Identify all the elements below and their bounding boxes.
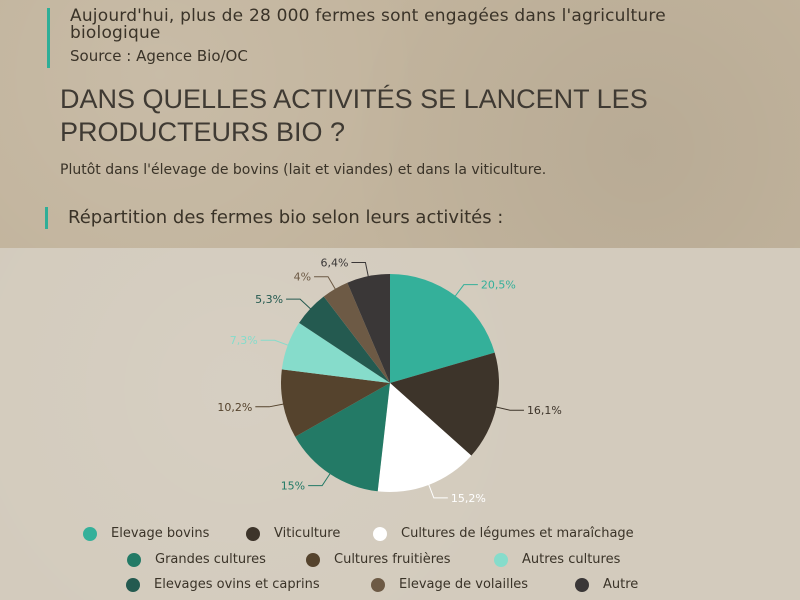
legend-dot-autres-cultures xyxy=(494,552,508,567)
legend-dot-cultures-legumes xyxy=(373,526,387,541)
headline-block: Aujourd'hui, plus de 28 000 fermes sont … xyxy=(47,8,747,68)
leader-line-autres-cultures xyxy=(260,339,290,347)
data-label-elevages-ovins-et-caprins: 5,3% xyxy=(255,293,283,306)
leader-line-cultures-fruitieres xyxy=(255,403,286,408)
legend-row-2: Grandes cultures Cultures fruitières Aut… xyxy=(0,552,800,572)
data-label-autre: 6,4% xyxy=(320,256,348,269)
pie-slice-autre xyxy=(347,274,390,383)
data-label-cultures-de-legumes-et-maraichage: 15,2% xyxy=(451,492,486,505)
legend-dot-cultures-fruitieres xyxy=(306,552,320,567)
leader-line-elevage-bovins xyxy=(453,284,478,298)
legend-dot-elevages-ovins xyxy=(126,577,140,592)
legend-item-autres-cultures: Autres cultures xyxy=(494,552,620,567)
pie-slice-elevage-de-volailles xyxy=(323,282,390,383)
data-label-cultures-fruitieres: 10,2% xyxy=(217,401,252,414)
headline-text: Aujourd'hui, plus de 28 000 fermes sont … xyxy=(70,6,666,43)
pie-slice-cultures-fruitieres xyxy=(281,369,390,437)
legend-item-cultures-legumes: Cultures de légumes et maraîchage xyxy=(373,526,634,541)
legend-label-autre: Autre xyxy=(603,577,639,592)
legend-label-grandes-cultures: Grandes cultures xyxy=(155,552,266,567)
pie-slice-grandes-cultures xyxy=(295,383,390,492)
legend-label-cultures-fruitieres: Cultures fruitières xyxy=(334,552,451,567)
leader-line-elevages-ovins-et-caprins xyxy=(286,298,313,311)
header-background xyxy=(0,0,800,248)
legend-dot-elevage-bovins xyxy=(83,526,97,541)
legend-label-elevages-ovins: Elevages ovins et caprins xyxy=(154,577,320,592)
pie-slice-viticulture xyxy=(390,352,499,456)
legend-dot-grandes-cultures xyxy=(127,552,141,567)
headline-source: Source : Agence Bio/OC xyxy=(70,47,248,65)
legend-item-viticulture: Viticulture xyxy=(246,526,340,541)
legend-dot-elevage-volailles xyxy=(371,577,385,592)
data-label-elevage-de-volailles: 4% xyxy=(294,271,311,284)
pie-slice-cultures-de-legumes-et-maraichage xyxy=(377,383,472,492)
leader-line-viticulture xyxy=(494,406,524,411)
chart-subheading: Répartition des fermes bio selon leurs a… xyxy=(45,207,785,229)
legend-label-elevage-volailles: Elevage de volailles xyxy=(399,577,529,592)
legend-item-elevage-volailles: Elevage de volailles xyxy=(371,577,528,592)
legend-item-elevages-ovins: Elevages ovins et caprins xyxy=(126,577,320,592)
leader-line-autre xyxy=(351,261,370,279)
page-title: DANS QUELLES ACTIVITÉS SE LANCENT LES PR… xyxy=(60,84,648,147)
leader-line-elevage-de-volailles xyxy=(314,276,337,291)
pie-slice-elevages-ovins-et-caprins xyxy=(299,296,390,383)
data-label-autres-cultures: 7,3% xyxy=(230,334,258,347)
legend-label-autres-cultures: Autres cultures xyxy=(522,552,621,567)
legend-item-cultures-fruitieres: Cultures fruitières xyxy=(306,552,451,567)
legend-label-cultures-legumes: Cultures de légumes et maraîchage xyxy=(401,526,634,541)
legend-row-3: Elevages ovins et caprins Elevage de vol… xyxy=(0,577,800,597)
legend-label-viticulture: Viticulture xyxy=(274,526,341,541)
data-label-elevage-bovins: 20,5% xyxy=(481,279,516,292)
leader-line-grandes-cultures xyxy=(308,471,332,487)
pie-chart: 20,5% 16,1% 15,2% 15% 10,2% 7,3% 5,3% 4% 6,4% xyxy=(217,256,562,505)
pie-slice-autres-cultures xyxy=(281,322,390,383)
legend-dot-viticulture xyxy=(246,526,260,541)
legend-row-1: Elevage bovins Viticulture Cultures de l… xyxy=(0,526,800,546)
chart-legend: Elevage bovins Viticulture Cultures de l… xyxy=(0,518,800,600)
legend-item-autre: Autre xyxy=(575,577,638,592)
pie-slice-elevage-bovins xyxy=(390,274,495,383)
leader-line-cultures-de-legumes-et-maraichage xyxy=(427,482,448,499)
answer-text: Plutôt dans l'élevage de bovins (lait et… xyxy=(60,162,547,178)
legend-item-elevage-bovins: Elevage bovins xyxy=(83,526,209,541)
data-label-viticulture: 16,1% xyxy=(527,404,562,417)
legend-item-grandes-cultures: Grandes cultures xyxy=(127,552,266,567)
legend-dot-autre xyxy=(575,577,589,592)
data-label-grandes-cultures: 15% xyxy=(281,480,305,493)
legend-label-elevage-bovins: Elevage bovins xyxy=(111,526,210,541)
